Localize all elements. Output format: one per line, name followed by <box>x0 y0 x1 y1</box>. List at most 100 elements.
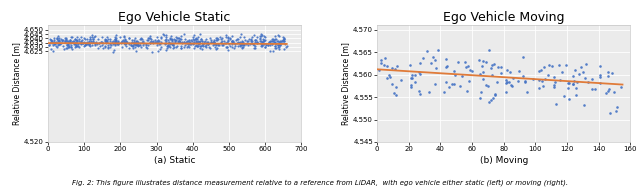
Point <box>486 67 496 70</box>
Point <box>266 39 276 42</box>
Point <box>385 75 395 78</box>
Point <box>280 43 290 46</box>
Point <box>255 38 266 41</box>
Point <box>176 47 186 50</box>
Point <box>67 40 77 43</box>
Point <box>108 43 118 46</box>
Point <box>102 41 112 44</box>
Point <box>163 45 173 48</box>
Point <box>65 42 75 45</box>
Point <box>474 58 484 61</box>
Point <box>257 41 267 44</box>
Point <box>120 43 130 46</box>
Point <box>111 39 121 42</box>
Point <box>268 40 278 43</box>
Point <box>252 41 262 44</box>
Point <box>255 37 265 40</box>
Point <box>382 76 392 79</box>
Point <box>62 46 72 49</box>
Point <box>279 38 289 41</box>
Point <box>449 70 459 73</box>
Point <box>574 73 584 76</box>
Point <box>152 41 163 44</box>
Point <box>156 40 166 43</box>
Point <box>45 41 55 44</box>
Point <box>93 41 104 44</box>
Point <box>449 83 459 86</box>
Point <box>204 42 214 45</box>
Point <box>90 43 100 46</box>
Point <box>54 39 64 42</box>
Point <box>243 43 253 46</box>
Point <box>564 82 575 85</box>
Point <box>235 35 245 38</box>
Point <box>221 45 232 49</box>
Point <box>167 37 177 40</box>
Point <box>109 40 120 43</box>
Point <box>138 43 148 46</box>
Point <box>528 77 538 80</box>
Point <box>184 40 194 43</box>
Point <box>418 57 428 60</box>
Point <box>231 38 241 41</box>
Point <box>136 38 146 41</box>
Point <box>223 48 233 51</box>
Point <box>461 66 471 69</box>
Point <box>603 70 613 74</box>
Point <box>179 45 189 48</box>
Point <box>58 39 68 42</box>
Point <box>209 43 220 46</box>
Point <box>71 42 81 45</box>
Point <box>165 45 175 48</box>
Point <box>568 82 578 85</box>
Point <box>90 35 100 38</box>
Point <box>194 40 204 43</box>
Point <box>194 40 204 43</box>
Point <box>257 41 268 44</box>
Point <box>176 45 186 48</box>
Point <box>268 38 278 41</box>
Point <box>60 41 70 44</box>
Point <box>194 42 204 45</box>
Point <box>568 75 578 78</box>
Point <box>71 39 81 42</box>
Point <box>506 84 516 87</box>
Point <box>84 42 94 45</box>
Point <box>48 49 58 52</box>
Point <box>551 103 561 106</box>
Point <box>193 42 204 45</box>
Point <box>116 45 127 48</box>
Point <box>406 76 416 79</box>
Point <box>211 48 221 51</box>
Point <box>463 65 473 68</box>
Point <box>250 38 260 41</box>
Point <box>234 42 244 45</box>
Point <box>257 38 268 41</box>
Point <box>559 94 569 97</box>
Point <box>120 44 131 47</box>
Point <box>80 43 90 46</box>
Point <box>281 45 291 48</box>
Point <box>120 39 130 42</box>
Point <box>61 38 71 41</box>
Point <box>164 41 174 44</box>
Point <box>222 41 232 44</box>
Point <box>66 44 76 47</box>
Point <box>462 90 472 93</box>
Point <box>229 47 239 50</box>
Point <box>543 73 554 76</box>
Point <box>189 45 200 48</box>
Point <box>387 82 397 85</box>
Point <box>502 69 512 72</box>
Point <box>255 39 266 42</box>
Point <box>380 56 390 59</box>
Point <box>79 37 90 40</box>
Point <box>131 42 141 45</box>
Point <box>213 43 223 46</box>
Point <box>170 45 180 49</box>
Point <box>539 66 549 69</box>
Point <box>611 109 621 112</box>
Point <box>72 38 83 41</box>
Point <box>195 47 205 50</box>
Point <box>113 43 124 46</box>
